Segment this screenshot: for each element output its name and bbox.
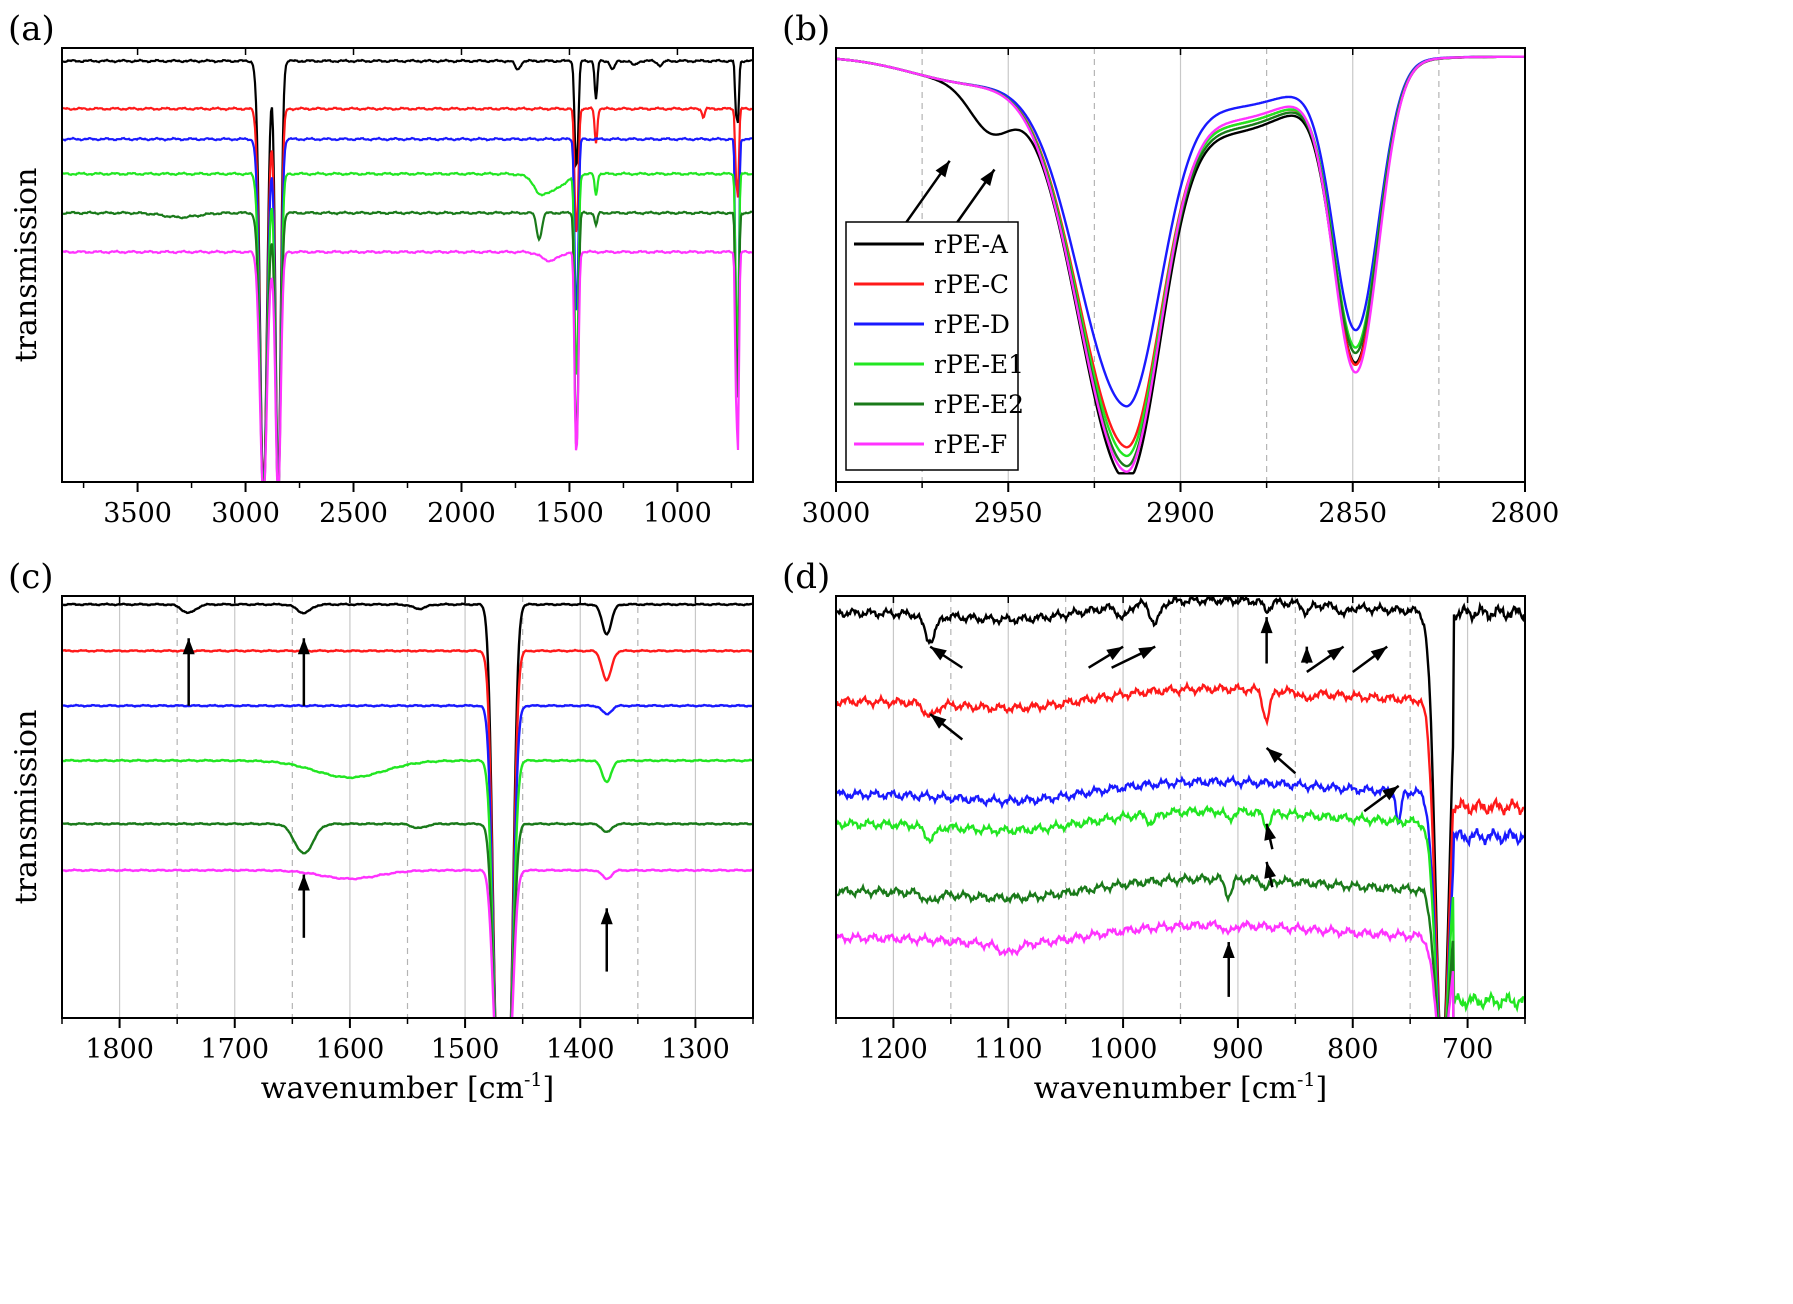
arrow-head bbox=[182, 638, 195, 655]
y-axis-title: transmission bbox=[9, 710, 44, 905]
x-tick-label: 1400 bbox=[546, 1034, 615, 1065]
arrow-head bbox=[297, 638, 310, 655]
arrow-head bbox=[1266, 747, 1283, 764]
x-tick-label: 1800 bbox=[85, 1034, 154, 1065]
x-tick-label: 2950 bbox=[974, 498, 1043, 529]
x-tick-label: 1500 bbox=[431, 1034, 500, 1065]
x-tick-label: 2800 bbox=[1491, 498, 1560, 529]
arrow-head bbox=[1370, 646, 1388, 661]
x-tick-label: 1600 bbox=[316, 1034, 385, 1065]
x-tick-label: 1000 bbox=[1089, 1034, 1158, 1065]
legend-label-rpe-c: rPE-C bbox=[934, 270, 1009, 299]
arrow-head bbox=[935, 160, 950, 178]
arrow-head bbox=[1264, 861, 1277, 879]
arrow-head bbox=[1300, 646, 1313, 663]
x-tick-label: 2500 bbox=[319, 498, 388, 529]
arrow-head bbox=[1326, 646, 1344, 661]
x-axis-title-sup: -1 bbox=[524, 1069, 543, 1091]
x-tick-label: 1300 bbox=[661, 1034, 730, 1065]
legend-label-rpe-e2: rPE-E2 bbox=[934, 390, 1024, 419]
arrow-head bbox=[1222, 942, 1235, 959]
series-line-rpe-a bbox=[62, 602, 753, 1018]
x-tick-label: 1000 bbox=[643, 498, 712, 529]
series-line-rpe-f bbox=[62, 249, 753, 482]
x-axis-title-main: wavenumber [cm bbox=[261, 1071, 524, 1106]
panel-label: (c) bbox=[8, 557, 54, 597]
x-tick-label: 3000 bbox=[211, 498, 280, 529]
panel-label: (d) bbox=[782, 557, 830, 597]
x-axis-title-main: wavenumber [cm bbox=[1034, 1071, 1297, 1106]
series-line-rpe-f bbox=[837, 55, 1524, 473]
series-line-rpe-d bbox=[62, 703, 753, 1018]
x-axis-title: wavenumber [cm-1] bbox=[261, 1069, 554, 1106]
x-tick-label: 1500 bbox=[535, 498, 604, 529]
arrow-head bbox=[1106, 646, 1124, 661]
arrow-head bbox=[1260, 617, 1273, 634]
panel-a: 3500 3000 2500 2000 1500 1000 (a) transmission bbox=[8, 9, 754, 529]
x-tick-label: 700 bbox=[1442, 1034, 1494, 1065]
x-tick-label: 2000 bbox=[427, 498, 496, 529]
series-line-rpe-d bbox=[63, 136, 753, 482]
x-axis-title: wavenumber [cm-1] bbox=[1034, 1069, 1327, 1106]
panel-label: (b) bbox=[782, 9, 830, 49]
x-tick-label: 800 bbox=[1327, 1034, 1379, 1065]
arrow-head bbox=[297, 874, 310, 891]
legend-label-rpe-f: rPE-F bbox=[934, 430, 1007, 459]
x-tick-label: 2850 bbox=[1318, 498, 1387, 529]
x-axis-title-end: ] bbox=[1315, 1071, 1327, 1106]
x-tick-label: 3000 bbox=[802, 498, 871, 529]
arrow-head bbox=[930, 714, 947, 729]
arrow-head bbox=[600, 908, 613, 925]
series-line-rpe-f bbox=[62, 868, 753, 1018]
legend-box bbox=[845, 221, 1019, 471]
series-line-rpe-a bbox=[836, 596, 1525, 1018]
panel-label: (a) bbox=[8, 9, 55, 49]
series-line-rpe-e1 bbox=[62, 171, 753, 482]
series-line-rpe-d bbox=[836, 774, 1525, 1018]
legend-label-rpe-a: rPE-A bbox=[934, 230, 1009, 259]
panel-d: 1200 1100 1000 900 800 700 (d) wavenumber [cm-1… bbox=[782, 557, 1526, 1106]
series-line-rpe-c bbox=[63, 648, 753, 1018]
arrow-head bbox=[1264, 823, 1277, 841]
legend-label-rpe-e1: rPE-E1 bbox=[934, 350, 1024, 379]
panel-c: 1800 1700 1600 1500 1400 1300 (c) transmission w… bbox=[8, 557, 754, 1106]
series-line-rpe-e2 bbox=[62, 210, 753, 482]
x-tick-label: 1200 bbox=[859, 1034, 928, 1065]
arrow-head bbox=[980, 169, 995, 187]
series-line-rpe-e2 bbox=[62, 821, 753, 1018]
plot-frame bbox=[61, 47, 754, 483]
legend-label-rpe-d: rPE-D bbox=[934, 310, 1010, 339]
x-tick-label: 1100 bbox=[974, 1034, 1043, 1065]
x-tick-label: 900 bbox=[1212, 1034, 1264, 1065]
series-line-rpe-f bbox=[836, 919, 1455, 1018]
x-axis-title-sup: -1 bbox=[1297, 1069, 1316, 1091]
panel-b: rPE-A rPE-C rPE-D rPE-E1 rPE-E2 rPE-F 3000 2950… bbox=[782, 9, 1559, 529]
x-axis-title-end: ] bbox=[542, 1071, 554, 1106]
series-line-rpe-a bbox=[62, 58, 753, 482]
arrow-head bbox=[1138, 646, 1156, 660]
series-line-rpe-e1 bbox=[836, 804, 1525, 1018]
arrow-head bbox=[1382, 785, 1399, 801]
arrow-head bbox=[930, 646, 947, 661]
x-tick-label: 3500 bbox=[103, 498, 172, 529]
x-tick-label: 2900 bbox=[1146, 498, 1215, 529]
series-line-rpe-c bbox=[836, 680, 1525, 1018]
x-tick-label: 1700 bbox=[200, 1034, 269, 1065]
series-line-rpe-e1 bbox=[62, 758, 753, 1018]
series-line-rpe-c bbox=[62, 106, 753, 482]
y-axis-title: transmission bbox=[9, 168, 44, 363]
series-line-rpe-e2 bbox=[836, 871, 1455, 1018]
